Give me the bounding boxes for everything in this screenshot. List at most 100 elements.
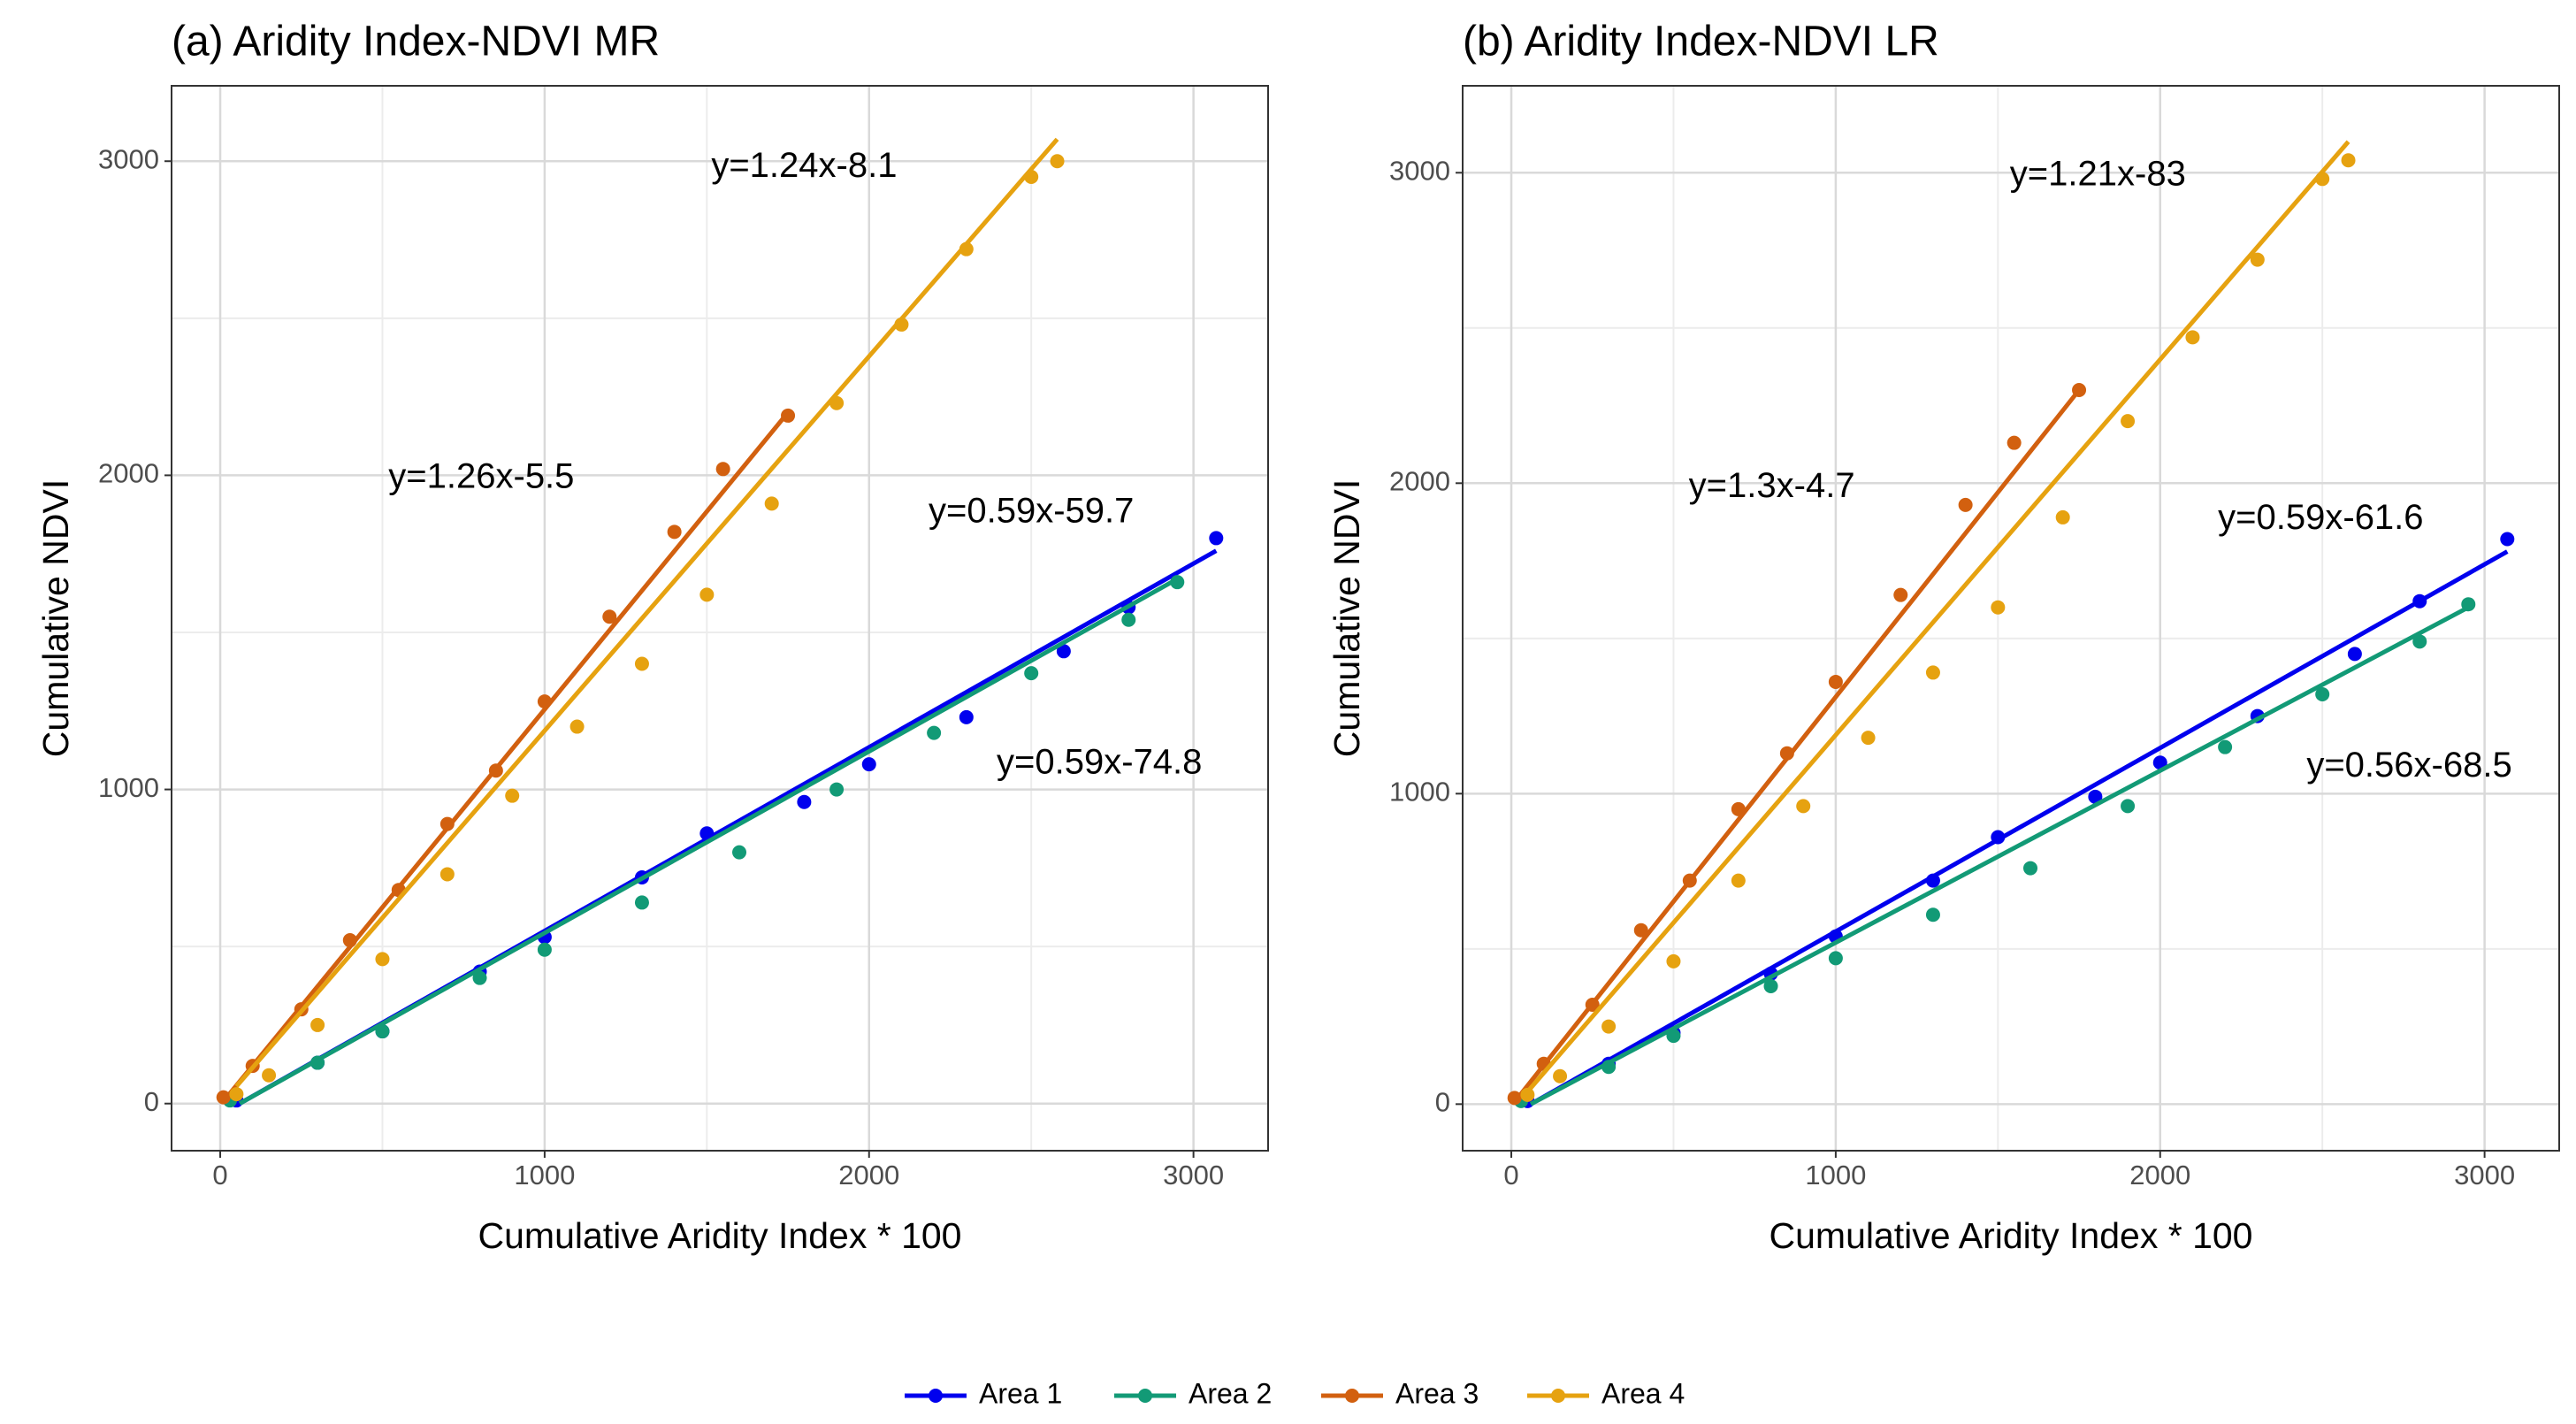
point — [2250, 252, 2265, 267]
y-tick-label: 1000 — [1389, 777, 1450, 808]
point — [2152, 755, 2167, 770]
legend-label: Area 2 — [1189, 1377, 1272, 1409]
point — [1861, 731, 1876, 746]
point — [1925, 907, 1940, 923]
x-axis-label: Cumulative Aridity Index * 100 — [1770, 1215, 2253, 1256]
point — [375, 952, 390, 967]
point — [1991, 830, 2006, 845]
point — [1991, 600, 2006, 615]
x-tick-label: 3000 — [2454, 1160, 2515, 1190]
point — [505, 788, 520, 803]
point — [781, 408, 796, 423]
point — [537, 694, 552, 709]
point — [216, 1090, 231, 1105]
plot-border — [1462, 85, 2560, 1152]
x-axis-label: Cumulative Aridity Index * 100 — [478, 1215, 962, 1256]
x-tick-label: 1000 — [514, 1160, 575, 1190]
y-tick-label: 3000 — [1389, 155, 1450, 186]
legend-label: Area 1 — [979, 1377, 1062, 1409]
annotation: y=1.21x-83 — [2010, 154, 2186, 193]
y-tick-label: 2000 — [1389, 465, 1450, 496]
y-tick-label: 3000 — [98, 143, 159, 174]
y-axis-label: Cumulative NDVI — [35, 479, 76, 757]
point — [310, 1055, 325, 1070]
point — [1633, 923, 1648, 938]
point — [1121, 612, 1136, 627]
point — [602, 609, 617, 624]
point — [2412, 593, 2427, 609]
point — [1024, 666, 1039, 681]
point — [1925, 665, 1940, 680]
x-tick-label: 1000 — [1805, 1160, 1866, 1190]
point — [699, 587, 715, 602]
legend-dot — [1138, 1389, 1152, 1403]
point — [927, 725, 942, 740]
point — [2315, 687, 2330, 701]
point — [959, 241, 974, 256]
annotation: y=0.59x-59.7 — [929, 492, 1134, 531]
point — [569, 719, 585, 734]
fit-line — [225, 410, 790, 1099]
legend-label: Area 3 — [1395, 1377, 1479, 1409]
annotation: y=1.3x-4.7 — [1689, 466, 1855, 505]
annotation: y=1.24x-8.1 — [711, 146, 897, 185]
chart-title: (a) Aridity Index-NDVI MR — [172, 19, 660, 65]
x-tick-label: 0 — [1503, 1160, 1518, 1190]
point — [959, 709, 974, 724]
point — [1779, 746, 1794, 761]
fit-line — [1516, 388, 2081, 1099]
point — [1893, 587, 1908, 602]
point — [2185, 330, 2200, 345]
point — [1828, 674, 1843, 689]
annotation: y=1.26x-5.5 — [388, 457, 574, 496]
fit-line — [1529, 605, 2470, 1106]
fit-line — [1525, 140, 2351, 1093]
point — [2347, 647, 2362, 662]
point — [472, 970, 487, 985]
legend-label: Area 4 — [1601, 1377, 1685, 1409]
point — [1731, 801, 1746, 816]
point — [861, 757, 876, 772]
point — [1682, 873, 1697, 888]
point — [1507, 1091, 1522, 1106]
point — [829, 782, 845, 797]
point — [2121, 414, 2136, 429]
point — [262, 1068, 277, 1083]
point — [1050, 154, 1065, 169]
point — [2007, 435, 2022, 450]
point — [2121, 799, 2136, 814]
point — [2218, 739, 2233, 754]
point — [2055, 509, 2070, 524]
point — [1763, 978, 1778, 993]
point — [1601, 1060, 1617, 1075]
point — [1796, 799, 1811, 814]
point — [1601, 1019, 1617, 1034]
point — [699, 826, 715, 841]
point — [1828, 951, 1843, 966]
point — [894, 317, 909, 332]
x-tick-label: 2000 — [2129, 1160, 2190, 1190]
legend-dot — [929, 1389, 943, 1403]
y-tick-label: 0 — [1435, 1087, 1450, 1118]
point — [1520, 1087, 1535, 1102]
point — [2461, 597, 2476, 612]
point — [2088, 789, 2103, 804]
x-tick-label: 0 — [212, 1160, 227, 1190]
point — [440, 816, 455, 831]
point — [310, 1017, 325, 1032]
point — [1170, 575, 1185, 590]
point — [1209, 531, 1224, 546]
point — [440, 867, 455, 882]
point — [488, 763, 503, 778]
point — [732, 845, 747, 860]
point — [715, 462, 730, 477]
point — [1024, 169, 1039, 184]
point — [2315, 172, 2330, 187]
point — [2023, 861, 2038, 876]
annotation: y=0.59x-61.6 — [2218, 498, 2423, 537]
fit-line — [234, 137, 1059, 1088]
point — [1666, 953, 1681, 968]
point — [1666, 1029, 1681, 1044]
point — [667, 524, 682, 540]
